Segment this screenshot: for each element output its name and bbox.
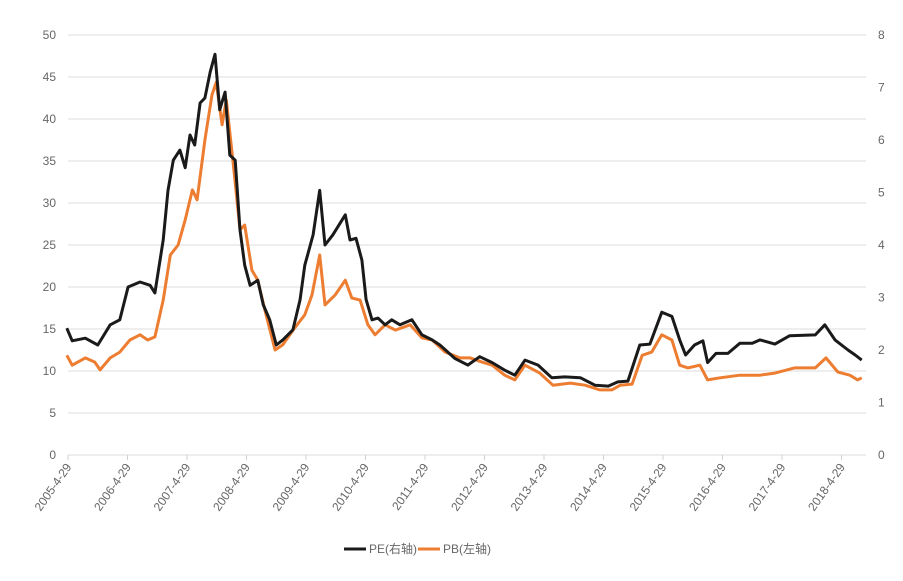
- legend-label-pe: PE(右轴): [369, 541, 417, 556]
- y-left-tick-label: 35: [43, 154, 57, 168]
- legend: PE(右轴) PB(左轴): [344, 541, 491, 556]
- x-tick-label: 2010-4-29: [329, 460, 372, 513]
- series-lines: [65, 52, 863, 392]
- y-left-tick-label: 30: [43, 196, 57, 210]
- y-left-tick-label: 45: [43, 70, 57, 84]
- y-left-tick-label: 5: [49, 406, 56, 420]
- x-tick-label: 2011-4-29: [389, 460, 432, 512]
- y-right-tick-label: 8: [878, 28, 885, 42]
- x-tick-label: 2006-4-29: [91, 460, 134, 513]
- pe-series-line: [65, 52, 863, 388]
- y-right-tick-label: 7: [878, 81, 885, 95]
- x-tick-label: 2008-4-29: [210, 460, 253, 513]
- legend-label-pb: PB(左轴): [443, 541, 491, 556]
- pb-series-line: [65, 80, 863, 392]
- left-y-axis: 0 5 10 15 20 25 30 35 40 45 50: [43, 28, 57, 462]
- y-left-tick-label: 10: [43, 364, 57, 378]
- y-left-tick-label: 0: [49, 448, 56, 462]
- y-left-tick-label: 20: [43, 280, 57, 294]
- x-tick-label: 2014-4-29: [567, 460, 610, 513]
- right-y-axis: 0 1 2 3 4 5 6 7 8: [878, 28, 885, 462]
- x-tick-label: 2005-4-29: [32, 460, 75, 513]
- y-right-tick-label: 3: [878, 291, 885, 305]
- x-tick-label: 2013-4-29: [508, 460, 551, 513]
- y-right-tick-label: 4: [878, 238, 885, 252]
- x-tick-label: 2012-4-29: [448, 460, 491, 513]
- x-tick-label: 2018-4-29: [805, 460, 848, 513]
- y-left-tick-label: 15: [43, 322, 57, 336]
- x-axis: 2005-4-29 2006-4-29 2007-4-29 2008-4-29 2009…: [32, 455, 848, 514]
- y-right-tick-label: 2: [878, 343, 885, 357]
- x-tick-label: 2007-4-29: [151, 460, 194, 513]
- y-right-tick-label: 1: [878, 396, 885, 410]
- gridlines: [68, 34, 866, 456]
- y-left-tick-label: 50: [43, 28, 57, 42]
- y-right-tick-label: 5: [878, 186, 885, 200]
- y-left-tick-label: 25: [43, 238, 57, 252]
- y-left-tick-label: 40: [43, 112, 57, 126]
- y-right-tick-label: 0: [878, 448, 885, 462]
- x-tick-label: 2009-4-29: [270, 460, 313, 513]
- x-tick-label: 2015-4-29: [627, 460, 670, 513]
- x-tick-label: 2016-4-29: [686, 460, 729, 513]
- x-tick-label: 2017-4-29: [746, 460, 789, 513]
- y-right-tick-label: 6: [878, 133, 885, 147]
